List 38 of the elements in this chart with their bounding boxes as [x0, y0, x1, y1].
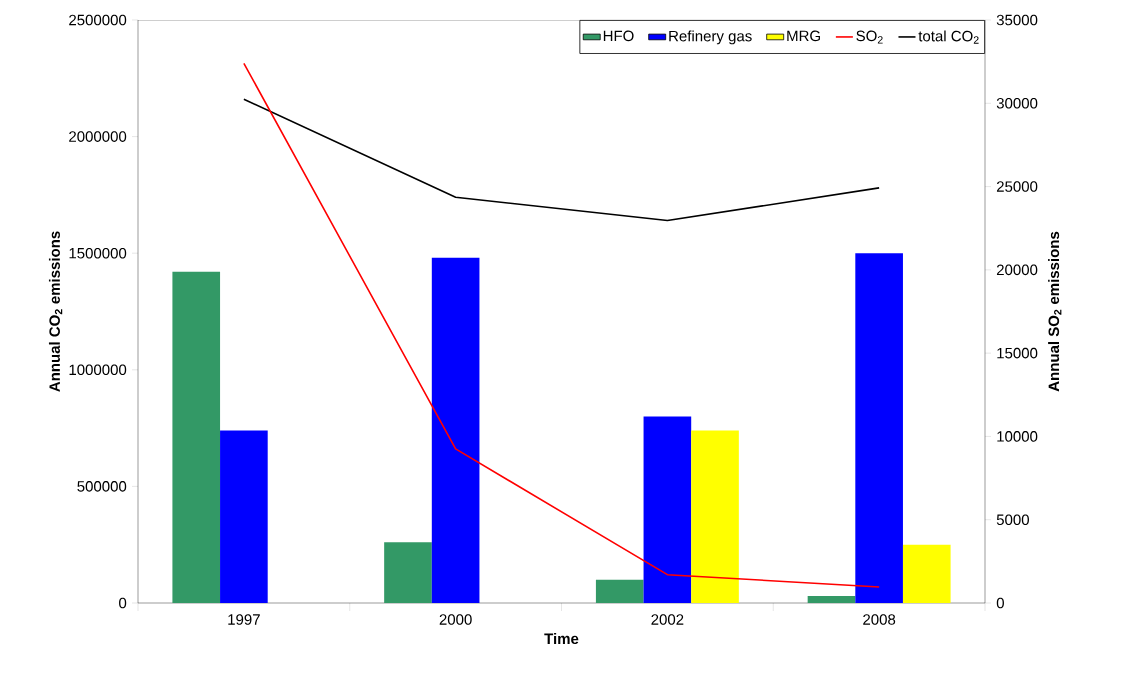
y-axis-title: Annual CO$_{2}$ emissions: [48, 231, 63, 392]
y-tick-label: 2000000: [69, 131, 127, 142]
x-tick-label: 2000: [439, 614, 472, 625]
bar: [595, 579, 644, 603]
bar: [855, 253, 903, 603]
y-tick-label: 1500000: [69, 247, 127, 259]
y2-tick-label: 25000: [996, 181, 1038, 192]
y2-tick-label: 30000: [996, 97, 1038, 109]
x-tick-label: 2008: [863, 614, 896, 625]
legend-label: total CO$_{2}$: [918, 30, 979, 44]
bar: [902, 544, 951, 603]
y2-tick-label: 20000: [996, 264, 1038, 276]
bar: [384, 542, 432, 603]
bar: [172, 271, 221, 603]
y2-tick-label: 35000: [996, 14, 1038, 26]
legend-label: Refinery gas: [669, 30, 752, 45]
y2-tick-label: 0: [996, 597, 1004, 609]
legend-label: MRG: [787, 30, 820, 42]
bar: [691, 430, 739, 603]
x-axis-title: Time: [544, 633, 579, 645]
y2-tick-label: 15000: [997, 347, 1038, 359]
bar: [807, 596, 856, 603]
line-series: [243, 98, 880, 222]
bar: [431, 257, 480, 603]
bar: [220, 430, 268, 603]
y-tick-label: 1000000: [69, 364, 127, 376]
y2-tick-label: 10000: [997, 431, 1038, 442]
y2-tick-label: 5000: [996, 514, 1029, 526]
y-tick-label: 0: [119, 597, 127, 609]
line-series: [243, 62, 880, 588]
x-tick-label: 2002: [651, 614, 684, 625]
x-tick-label: 1997: [228, 614, 260, 625]
legend-label: SO$_{2}$: [856, 30, 883, 44]
y-tick-label: 2500000: [69, 14, 127, 26]
y2-axis-title: Annual SO$_{2}$ emissions: [1048, 231, 1062, 392]
y-tick-label: 500000: [77, 481, 127, 492]
legend-label: HFO: [603, 30, 634, 42]
bar: [643, 416, 692, 603]
